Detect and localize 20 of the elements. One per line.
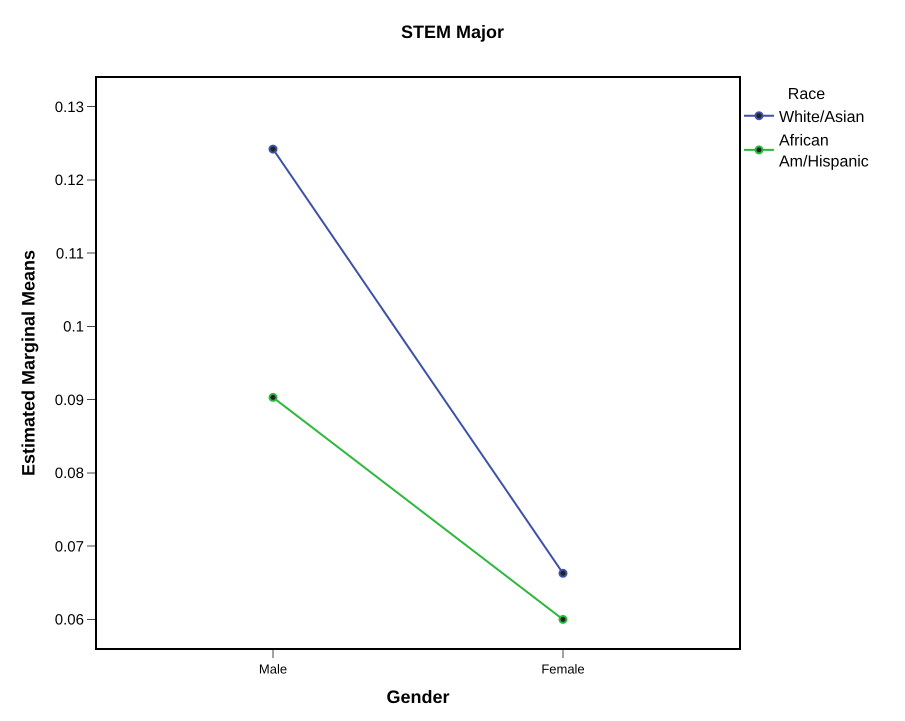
point (558, 568, 568, 578)
legend-label: White/Asian (779, 108, 864, 126)
y-tick-label: 0.11 (56, 245, 84, 262)
y-tick-label: 0.1 (63, 318, 84, 336)
y-tick-label: 0.13 (54, 98, 84, 116)
y-tick-label: 0.06 (54, 612, 84, 629)
y-axis-title: Estimated Marginal Means (18, 250, 38, 476)
x-tick-label: Female (541, 662, 585, 677)
legend-title: Race (788, 86, 826, 103)
x-axis-title: Gender (386, 687, 450, 708)
point (558, 614, 568, 624)
y-tick-label: 0.09 (54, 392, 84, 409)
x-tick-label: Male (258, 662, 288, 677)
y-tick-label: 0.08 (54, 465, 84, 482)
y-tick-label: 0.07 (54, 538, 84, 556)
chart-title: STEM Major (400, 22, 504, 42)
y-tick-label: 0.12 (54, 172, 84, 190)
legend-label: African Am/Hispanic (779, 132, 869, 171)
point (268, 144, 278, 154)
point (268, 392, 278, 402)
